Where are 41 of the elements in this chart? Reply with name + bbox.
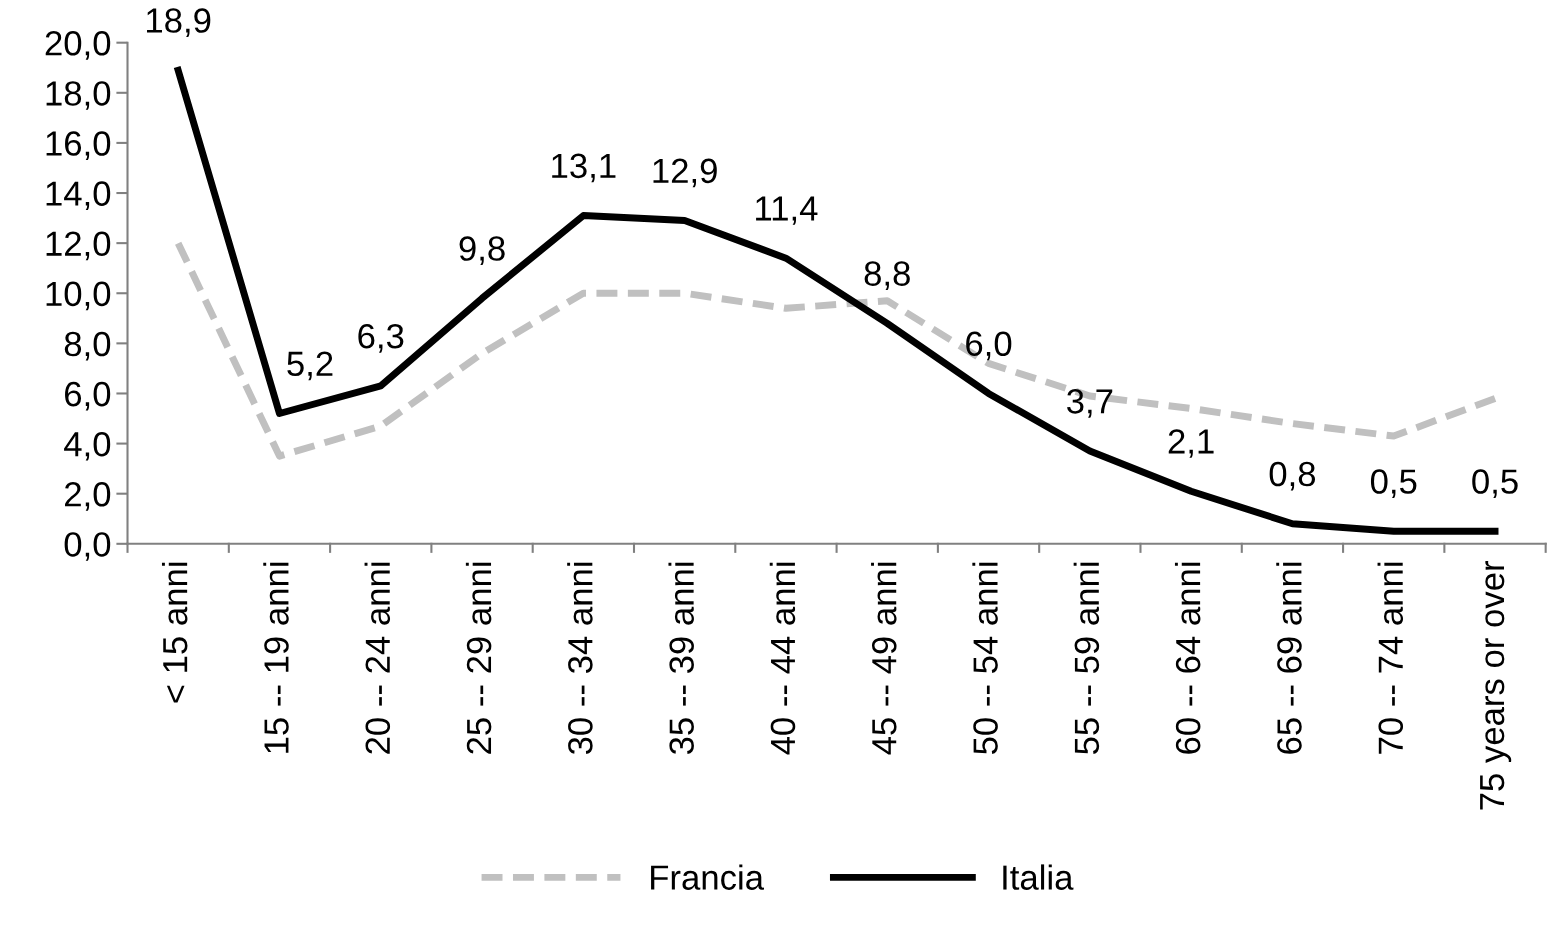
data-label: 8,8 bbox=[864, 261, 910, 290]
y-tick-label: 4,0 bbox=[64, 431, 111, 461]
data-label: 0,8 bbox=[1269, 461, 1316, 491]
y-tick-label: 18,0 bbox=[46, 81, 111, 110]
y-tick-label: 12,0 bbox=[46, 231, 111, 261]
data-label: 6,0 bbox=[966, 331, 1012, 361]
x-tick-label: 70 -- 74 anni bbox=[1377, 562, 1404, 754]
data-label: 3,7 bbox=[1067, 389, 1113, 418]
x-tick-label: 20 -- 24 anni bbox=[364, 562, 391, 754]
data-label: 0,5 bbox=[1472, 469, 1518, 498]
x-tick-label: 50 -- 54 anni bbox=[972, 562, 998, 755]
x-tick-label: 60 -- 64 anni bbox=[1174, 562, 1201, 754]
x-tick-label: 35 -- 39 anni bbox=[668, 562, 694, 755]
y-tick-label: 0,0 bbox=[64, 532, 111, 561]
x-tick-label: 45 -- 49 anni bbox=[871, 562, 897, 755]
data-label: 11,4 bbox=[756, 196, 818, 225]
y-tick-label: 8,0 bbox=[64, 331, 111, 361]
x-tick-label: 65 -- 69 anni bbox=[1276, 562, 1302, 754]
x-tick-label: < 15 anni bbox=[161, 562, 188, 703]
x-tick-label: 75 years or over bbox=[1480, 561, 1512, 810]
data-label: 5,2 bbox=[287, 351, 333, 381]
y-tick-label: 16,0 bbox=[46, 131, 111, 160]
data-label: 2,1 bbox=[1168, 429, 1214, 458]
y-tick-label: 20,0 bbox=[45, 31, 111, 60]
x-tick-label: 40 -- 44 anni bbox=[769, 562, 796, 755]
x-tick-label: 30 -- 34 anni bbox=[567, 562, 593, 755]
legend-label: Francia bbox=[651, 864, 764, 890]
y-tick-label: 6,0 bbox=[65, 381, 111, 411]
y-tick-label: 14,0 bbox=[46, 181, 111, 211]
y-tick-label: 10,0 bbox=[46, 281, 111, 311]
legend-label: Italia bbox=[1003, 864, 1074, 890]
y-tick-label: 2,0 bbox=[65, 482, 111, 511]
x-tick-label: 15 -- 19 anni bbox=[263, 562, 289, 753]
data-label: 0,5 bbox=[1370, 469, 1417, 498]
data-label: 9,8 bbox=[459, 236, 505, 265]
data-label: 13,1 bbox=[552, 153, 616, 183]
data-label: 12,9 bbox=[653, 158, 717, 188]
x-tick-label: 25 -- 29 anni bbox=[465, 562, 492, 754]
x-tick-label: 55 -- 59 anni bbox=[1073, 562, 1100, 755]
data-label: 6,3 bbox=[358, 323, 404, 353]
data-label: 18,9 bbox=[147, 8, 211, 37]
